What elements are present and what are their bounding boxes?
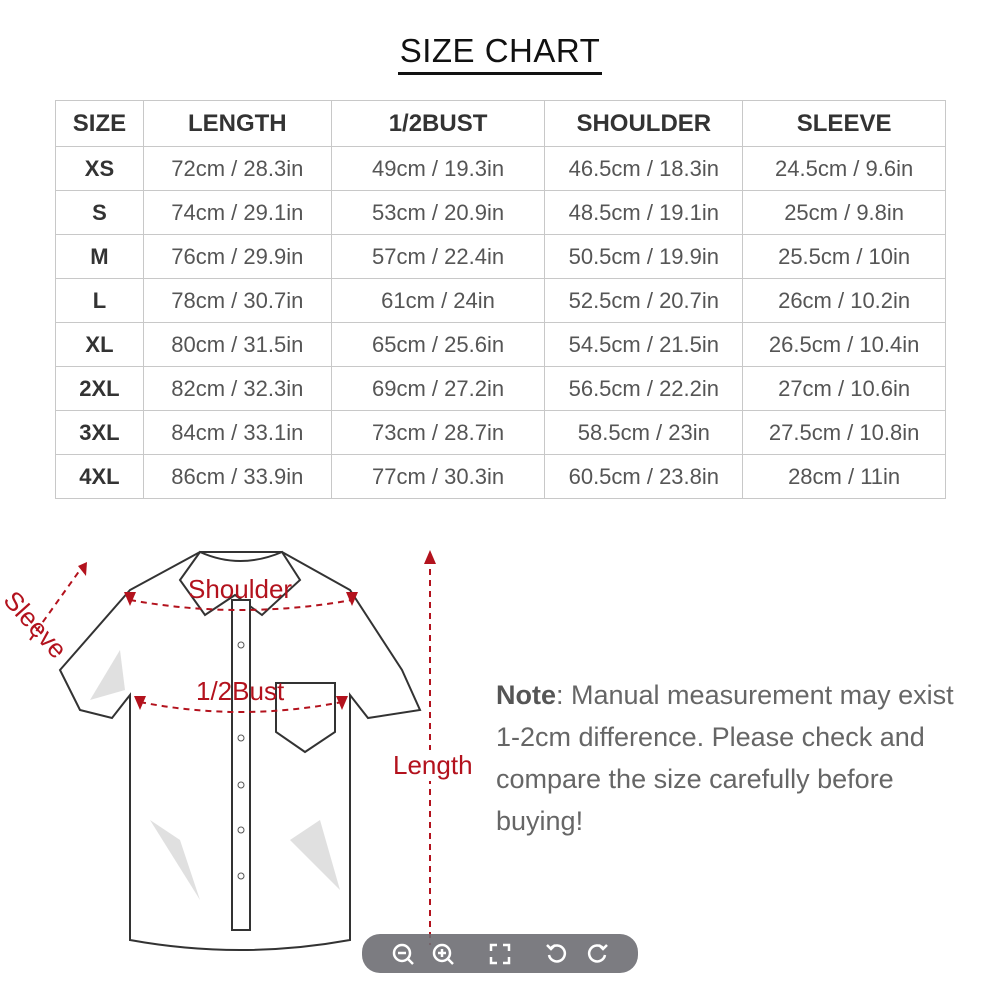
measure-cell: 52.5cm / 20.7in: [544, 278, 744, 323]
measure-cell: 27cm / 10.6in: [742, 366, 946, 411]
table-row: S 74cm / 29.1in 53cm / 20.9in 48.5cm / 19.1…: [55, 190, 946, 235]
rotate-left-icon[interactable]: [543, 940, 571, 968]
table-row: M 76cm / 29.9in 57cm / 22.4in 50.5cm / 19.9…: [55, 234, 946, 279]
measure-cell: 25cm / 9.8in: [742, 190, 946, 235]
table-header: SIZE LENGTH 1/2BUST SHOULDER SLEEVE: [55, 100, 946, 147]
measure-cell: 77cm / 30.3in: [330, 454, 546, 499]
column-header: 1/2BUST: [330, 100, 546, 147]
measure-cell: 60.5cm / 23.8in: [544, 454, 744, 499]
table-row: 2XL 82cm / 32.3in 69cm / 27.2in 56.5cm / 22…: [55, 366, 946, 411]
column-header: SIZE: [55, 100, 144, 147]
measure-cell: 74cm / 29.1in: [142, 190, 332, 235]
column-header: SLEEVE: [742, 100, 946, 147]
size-cell: XS: [55, 146, 144, 191]
shoulder-label: Shoulder: [188, 574, 293, 604]
rotate-right-icon[interactable]: [583, 940, 611, 968]
measure-cell: 27.5cm / 10.8in: [742, 410, 946, 455]
measure-cell: 69cm / 27.2in: [330, 366, 546, 411]
measure-cell: 72cm / 28.3in: [142, 146, 332, 191]
measure-cell: 26.5cm / 10.4in: [742, 322, 946, 367]
table-row: L 78cm / 30.7in 61cm / 24in 52.5cm / 20.7in…: [55, 278, 946, 323]
table-row: XS 72cm / 28.3in 49cm / 19.3in 46.5cm / 18.…: [55, 146, 946, 191]
measure-cell: 53cm / 20.9in: [330, 190, 546, 235]
measure-cell: 84cm / 33.1in: [142, 410, 332, 455]
size-cell: 4XL: [55, 454, 144, 499]
zoom-out-icon[interactable]: [390, 940, 418, 968]
size-cell: XL: [55, 322, 144, 367]
measure-cell: 26cm / 10.2in: [742, 278, 946, 323]
measure-cell: 50.5cm / 19.9in: [544, 234, 744, 279]
table-row: 3XL 84cm / 33.1in 73cm / 28.7in 58.5cm / 23…: [55, 410, 946, 455]
size-table: SIZE LENGTH 1/2BUST SHOULDER SLEEVE XS 72cm /…: [55, 100, 946, 499]
shirt-diagram: [29, 550, 436, 951]
measure-cell: 28cm / 11in: [742, 454, 946, 499]
length-label: Length: [393, 750, 473, 781]
column-header: SHOULDER: [544, 100, 744, 147]
size-cell: M: [55, 234, 144, 279]
measure-cell: 78cm / 30.7in: [142, 278, 332, 323]
bust-label: 1/2Bust: [196, 676, 285, 706]
table-row: XL 80cm / 31.5in 65cm / 25.6in 54.5cm / 21.…: [55, 322, 946, 367]
measure-cell: 82cm / 32.3in: [142, 366, 332, 411]
measure-cell: 24.5cm / 9.6in: [742, 146, 946, 191]
zoom-in-icon[interactable]: [430, 940, 458, 968]
column-header: LENGTH: [142, 100, 332, 147]
fullscreen-icon[interactable]: [486, 940, 514, 968]
measure-cell: 86cm / 33.9in: [142, 454, 332, 499]
measure-cell: 80cm / 31.5in: [142, 322, 332, 367]
size-cell: S: [55, 190, 144, 235]
note-text: Note: Manual measurement may exist 1-2cm…: [496, 680, 954, 836]
measure-cell: 54.5cm / 21.5in: [544, 322, 744, 367]
measure-cell: 49cm / 19.3in: [330, 146, 546, 191]
measure-cell: 46.5cm / 18.3in: [544, 146, 744, 191]
size-cell: 3XL: [55, 410, 144, 455]
size-cell: L: [55, 278, 144, 323]
measure-cell: 25.5cm / 10in: [742, 234, 946, 279]
measure-cell: 56.5cm / 22.2in: [544, 366, 744, 411]
measure-cell: 57cm / 22.4in: [330, 234, 546, 279]
page-title: SIZE CHART: [0, 32, 1000, 75]
measure-cell: 65cm / 25.6in: [330, 322, 546, 367]
table-row: 4XL 86cm / 33.9in 77cm / 30.3in 60.5cm / 23…: [55, 454, 946, 499]
image-viewer-toolbar: [362, 934, 638, 973]
size-cell: 2XL: [55, 366, 144, 411]
measure-cell: 61cm / 24in: [330, 278, 546, 323]
measure-cell: 58.5cm / 23in: [544, 410, 744, 455]
measure-cell: 48.5cm / 19.1in: [544, 190, 744, 235]
measure-cell: 73cm / 28.7in: [330, 410, 546, 455]
measure-cell: 76cm / 29.9in: [142, 234, 332, 279]
